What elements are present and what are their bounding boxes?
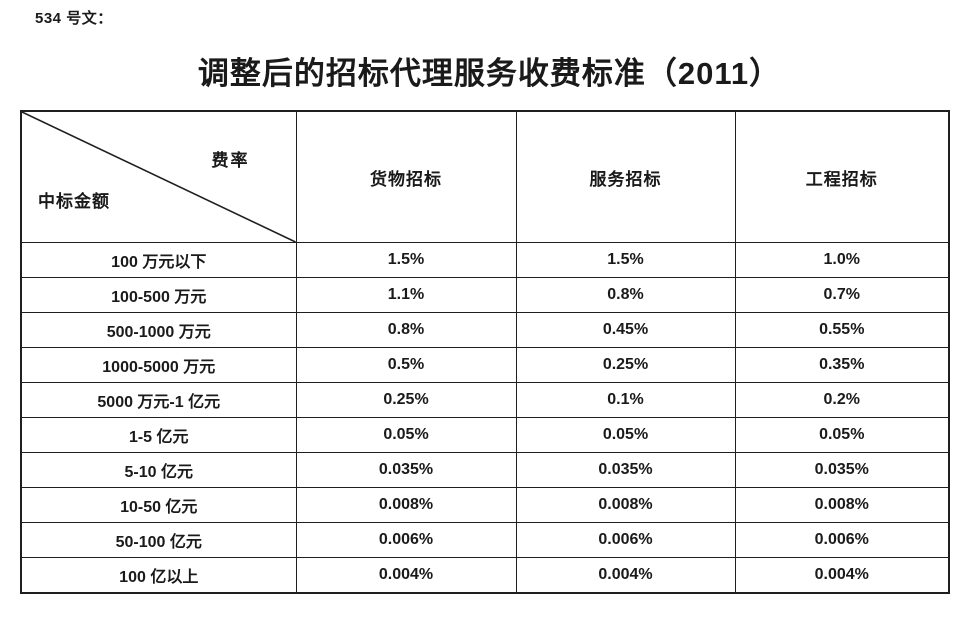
rate-cell-service: 0.1%: [515, 382, 736, 418]
table-row: 5000 万元-1 亿元 0.25% 0.1% 0.2%: [20, 382, 950, 418]
table-row: 100 万元以下 1.5% 1.5% 1.0%: [20, 242, 950, 278]
amount-cell: 500-1000 万元: [20, 312, 297, 348]
rate-cell-works: 0.2%: [734, 382, 950, 418]
amount-cell: 1-5 亿元: [20, 417, 297, 453]
diagonal-corner-box: 费率 中标金额: [22, 112, 296, 242]
table-row: 500-1000 万元 0.8% 0.45% 0.55%: [20, 312, 950, 348]
diagonal-line: [22, 112, 296, 242]
rate-cell-goods: 0.006%: [295, 522, 517, 558]
rate-cell-goods: 0.008%: [295, 487, 517, 523]
column-header-goods: 货物招标: [295, 110, 517, 243]
rate-cell-service: 0.006%: [515, 522, 736, 558]
doc-number-label: 534 号文：: [35, 10, 113, 27]
rate-cell-works: 1.0%: [734, 242, 950, 278]
rate-cell-service: 0.25%: [515, 347, 736, 383]
rate-cell-works: 0.35%: [734, 347, 950, 383]
table-row: 1000-5000 万元 0.5% 0.25% 0.35%: [20, 347, 950, 383]
table-row: 100 亿以上 0.004% 0.004% 0.004%: [20, 557, 950, 593]
rate-cell-goods: 0.8%: [295, 312, 517, 348]
rate-cell-works: 0.7%: [734, 277, 950, 313]
table-row: 5-10 亿元 0.035% 0.035% 0.035%: [20, 452, 950, 488]
amount-cell: 10-50 亿元: [20, 487, 297, 523]
rate-cell-works: 0.008%: [734, 487, 950, 523]
amount-cell: 1000-5000 万元: [20, 347, 297, 383]
rate-cell-works: 0.004%: [734, 557, 950, 593]
corner-label-amount: 中标金额: [38, 192, 110, 211]
rate-cell-works: 0.55%: [734, 312, 950, 348]
rate-cell-goods: 1.5%: [295, 242, 517, 278]
fee-table: 费率 中标金额 货物招标 服务招标 工程招标 100 万元以下 1.5% 1.5…: [20, 110, 950, 594]
rate-cell-works: 0.05%: [734, 417, 950, 453]
rate-cell-service: 0.035%: [515, 452, 736, 488]
table-header-row: 费率 中标金额 货物招标 服务招标 工程招标: [20, 110, 950, 243]
page-title: 调整后的招标代理服务收费标准（2011）: [197, 56, 782, 91]
rate-cell-goods: 0.004%: [295, 557, 517, 593]
corner-label-rate: 费率: [211, 151, 250, 170]
rate-cell-goods: 0.05%: [295, 417, 517, 453]
rate-cell-goods: 0.25%: [295, 382, 517, 418]
diagonal-corner-cell: 费率 中标金额: [20, 110, 297, 243]
rate-cell-works: 0.006%: [734, 522, 950, 558]
column-header-services: 服务招标: [515, 110, 736, 243]
rate-cell-service: 0.45%: [515, 312, 736, 348]
table-row: 100-500 万元 1.1% 0.8% 0.7%: [20, 277, 950, 313]
rate-cell-goods: 0.035%: [295, 452, 517, 488]
rate-cell-service: 0.8%: [515, 277, 736, 313]
amount-cell: 100-500 万元: [20, 277, 297, 313]
table-row: 50-100 亿元 0.006% 0.006% 0.006%: [20, 522, 950, 558]
rate-cell-service: 1.5%: [515, 242, 736, 278]
rate-cell-goods: 1.1%: [295, 277, 517, 313]
rate-cell-service: 0.004%: [515, 557, 736, 593]
rate-cell-service: 0.008%: [515, 487, 736, 523]
amount-cell: 5000 万元-1 亿元: [20, 382, 297, 418]
table-row: 10-50 亿元 0.008% 0.008% 0.008%: [20, 487, 950, 523]
rate-cell-goods: 0.5%: [295, 347, 517, 383]
amount-cell: 100 亿以上: [20, 557, 297, 593]
table-row: 1-5 亿元 0.05% 0.05% 0.05%: [20, 417, 950, 453]
rate-cell-service: 0.05%: [515, 417, 736, 453]
rate-cell-works: 0.035%: [734, 452, 950, 488]
amount-cell: 5-10 亿元: [20, 452, 297, 488]
amount-cell: 100 万元以下: [20, 242, 297, 278]
column-header-works: 工程招标: [734, 110, 950, 243]
amount-cell: 50-100 亿元: [20, 522, 297, 558]
